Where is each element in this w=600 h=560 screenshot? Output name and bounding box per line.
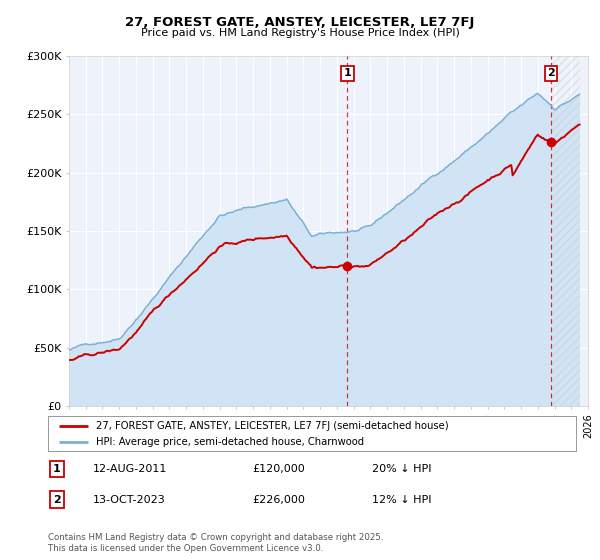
Text: 13-OCT-2023: 13-OCT-2023 [93,494,166,505]
Text: 1: 1 [343,68,351,78]
Text: £226,000: £226,000 [252,494,305,505]
Text: 27, FOREST GATE, ANSTEY, LEICESTER, LE7 7FJ: 27, FOREST GATE, ANSTEY, LEICESTER, LE7 … [125,16,475,29]
Text: 1: 1 [53,464,61,474]
Text: 12% ↓ HPI: 12% ↓ HPI [372,494,431,505]
Text: Contains HM Land Registry data © Crown copyright and database right 2025.
This d: Contains HM Land Registry data © Crown c… [48,533,383,553]
Text: Price paid vs. HM Land Registry's House Price Index (HPI): Price paid vs. HM Land Registry's House … [140,28,460,38]
Text: 20% ↓ HPI: 20% ↓ HPI [372,464,431,474]
Text: 27, FOREST GATE, ANSTEY, LEICESTER, LE7 7FJ (semi-detached house): 27, FOREST GATE, ANSTEY, LEICESTER, LE7 … [95,421,448,431]
Text: 12-AUG-2011: 12-AUG-2011 [93,464,167,474]
Text: HPI: Average price, semi-detached house, Charnwood: HPI: Average price, semi-detached house,… [95,437,364,447]
Text: £120,000: £120,000 [252,464,305,474]
Text: 2: 2 [547,68,555,78]
Text: 2: 2 [53,494,61,505]
